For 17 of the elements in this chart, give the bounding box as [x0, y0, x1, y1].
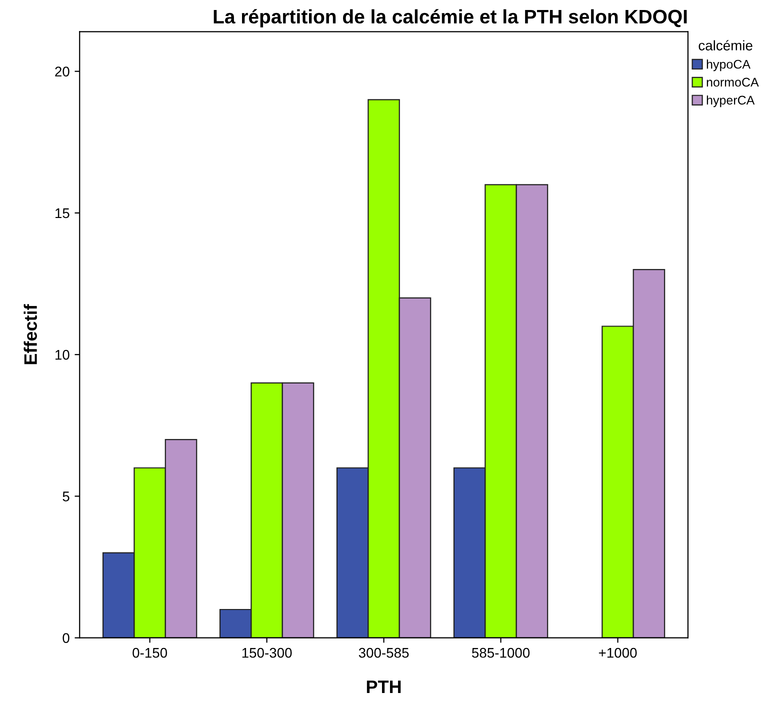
x-tick-label: 150-300 — [242, 648, 292, 658]
x-axis-title: PTH — [366, 680, 401, 694]
chart-title: La répartition de la calcémie et la PTH selon KDOQI — [214, 9, 687, 28]
legend-title: calcémie — [698, 40, 752, 50]
y-tick-label: 10 — [56, 350, 70, 360]
x-tick-label: +1000 — [598, 648, 637, 658]
y-tick-label: 20 — [55, 66, 70, 77]
legend-label: hypoCA — [706, 60, 750, 72]
x-tick-label: 585-1000 — [472, 648, 530, 658]
y-tick-label: 15 — [56, 208, 70, 218]
x-tick-label: 300-585 — [358, 648, 409, 658]
legend-label: normoCA — [706, 78, 759, 87]
y-tick-label: 0 — [62, 633, 70, 643]
y-tick-label: 5 — [62, 492, 70, 502]
legend-label: hyperCA — [706, 95, 755, 108]
y-axis-title: Effectif — [24, 304, 37, 364]
x-tick-label: 0-150 — [132, 648, 168, 658]
